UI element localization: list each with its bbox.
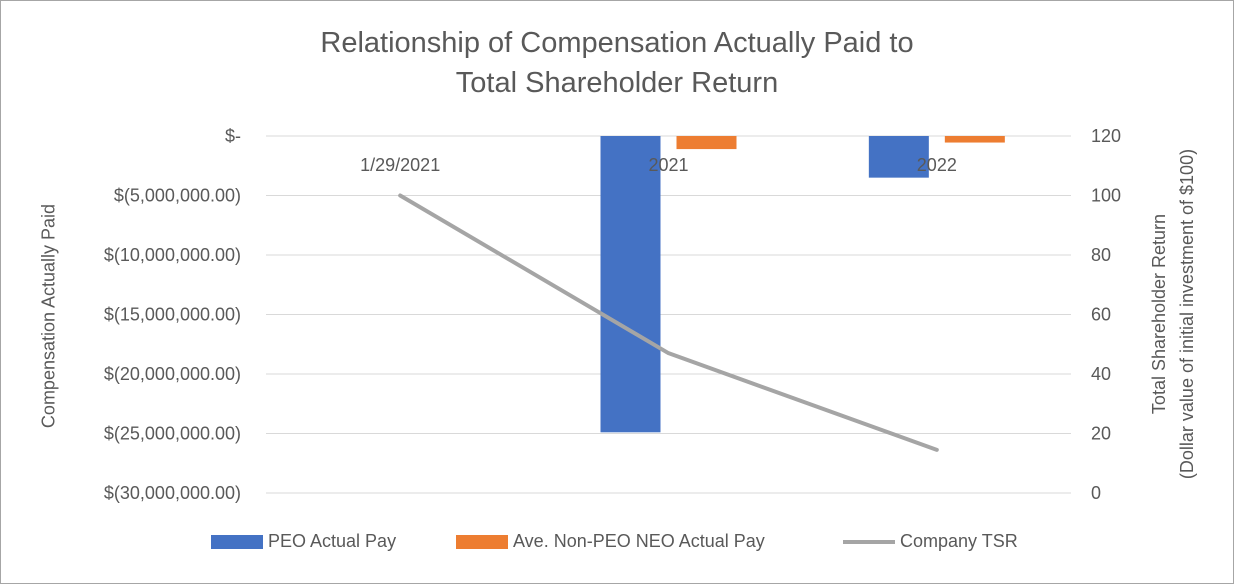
y-left-tick-label: $(20,000,000.00) <box>104 364 241 384</box>
legend-item-tsr: Company TSR <box>843 531 1018 552</box>
y-right-tick-label: 80 <box>1091 245 1111 265</box>
legend-item-peo: PEO Actual Pay <box>211 531 396 552</box>
legend-swatch-tsr <box>843 539 895 544</box>
y-left-tick-label: $(10,000,000.00) <box>104 245 241 265</box>
y-right-tick-label: 0 <box>1091 483 1101 503</box>
y-left-tick-label: $- <box>225 126 241 146</box>
legend-label-tsr: Company TSR <box>900 531 1018 551</box>
legend-swatch-peo <box>211 534 263 549</box>
bar-peo-1 <box>600 136 661 433</box>
y-right-tick-label: 100 <box>1091 186 1121 206</box>
y-left-tick-label: $(15,000,000.00) <box>104 305 241 325</box>
x-category-label: 2022 <box>917 155 957 175</box>
y-right-tick-label: 60 <box>1091 305 1111 325</box>
chart-title-line-2: Total Shareholder Return <box>455 67 779 99</box>
y-right-tick-label: 20 <box>1091 424 1111 444</box>
y-right-tick-label: 120 <box>1091 126 1121 146</box>
y-left-tick-label: $(30,000,000.00) <box>104 483 241 503</box>
line-company-tsr <box>398 193 939 452</box>
legend-swatch-non-peo <box>456 534 508 549</box>
y-right-tick-label: 40 <box>1091 364 1111 384</box>
bar-peo-2 <box>868 136 929 178</box>
x-category-label: 1/29/2021 <box>360 155 440 175</box>
bar-non-peo-2 <box>944 136 1005 143</box>
y-left-tick-label: $(25,000,000.00) <box>104 424 241 444</box>
legend-item-non-peo: Ave. Non-PEO NEO Actual Pay <box>456 531 765 552</box>
legend-label-non-peo: Ave. Non-PEO NEO Actual Pay <box>513 531 765 551</box>
x-category-label: 2021 <box>648 155 688 175</box>
chart-title-line-1: Relationship of Compensation Actually Pa… <box>320 27 914 59</box>
bar-non-peo-1 <box>676 136 737 150</box>
y-left-tick-label: $(5,000,000.00) <box>114 186 241 206</box>
legend-label-peo: PEO Actual Pay <box>268 531 397 551</box>
